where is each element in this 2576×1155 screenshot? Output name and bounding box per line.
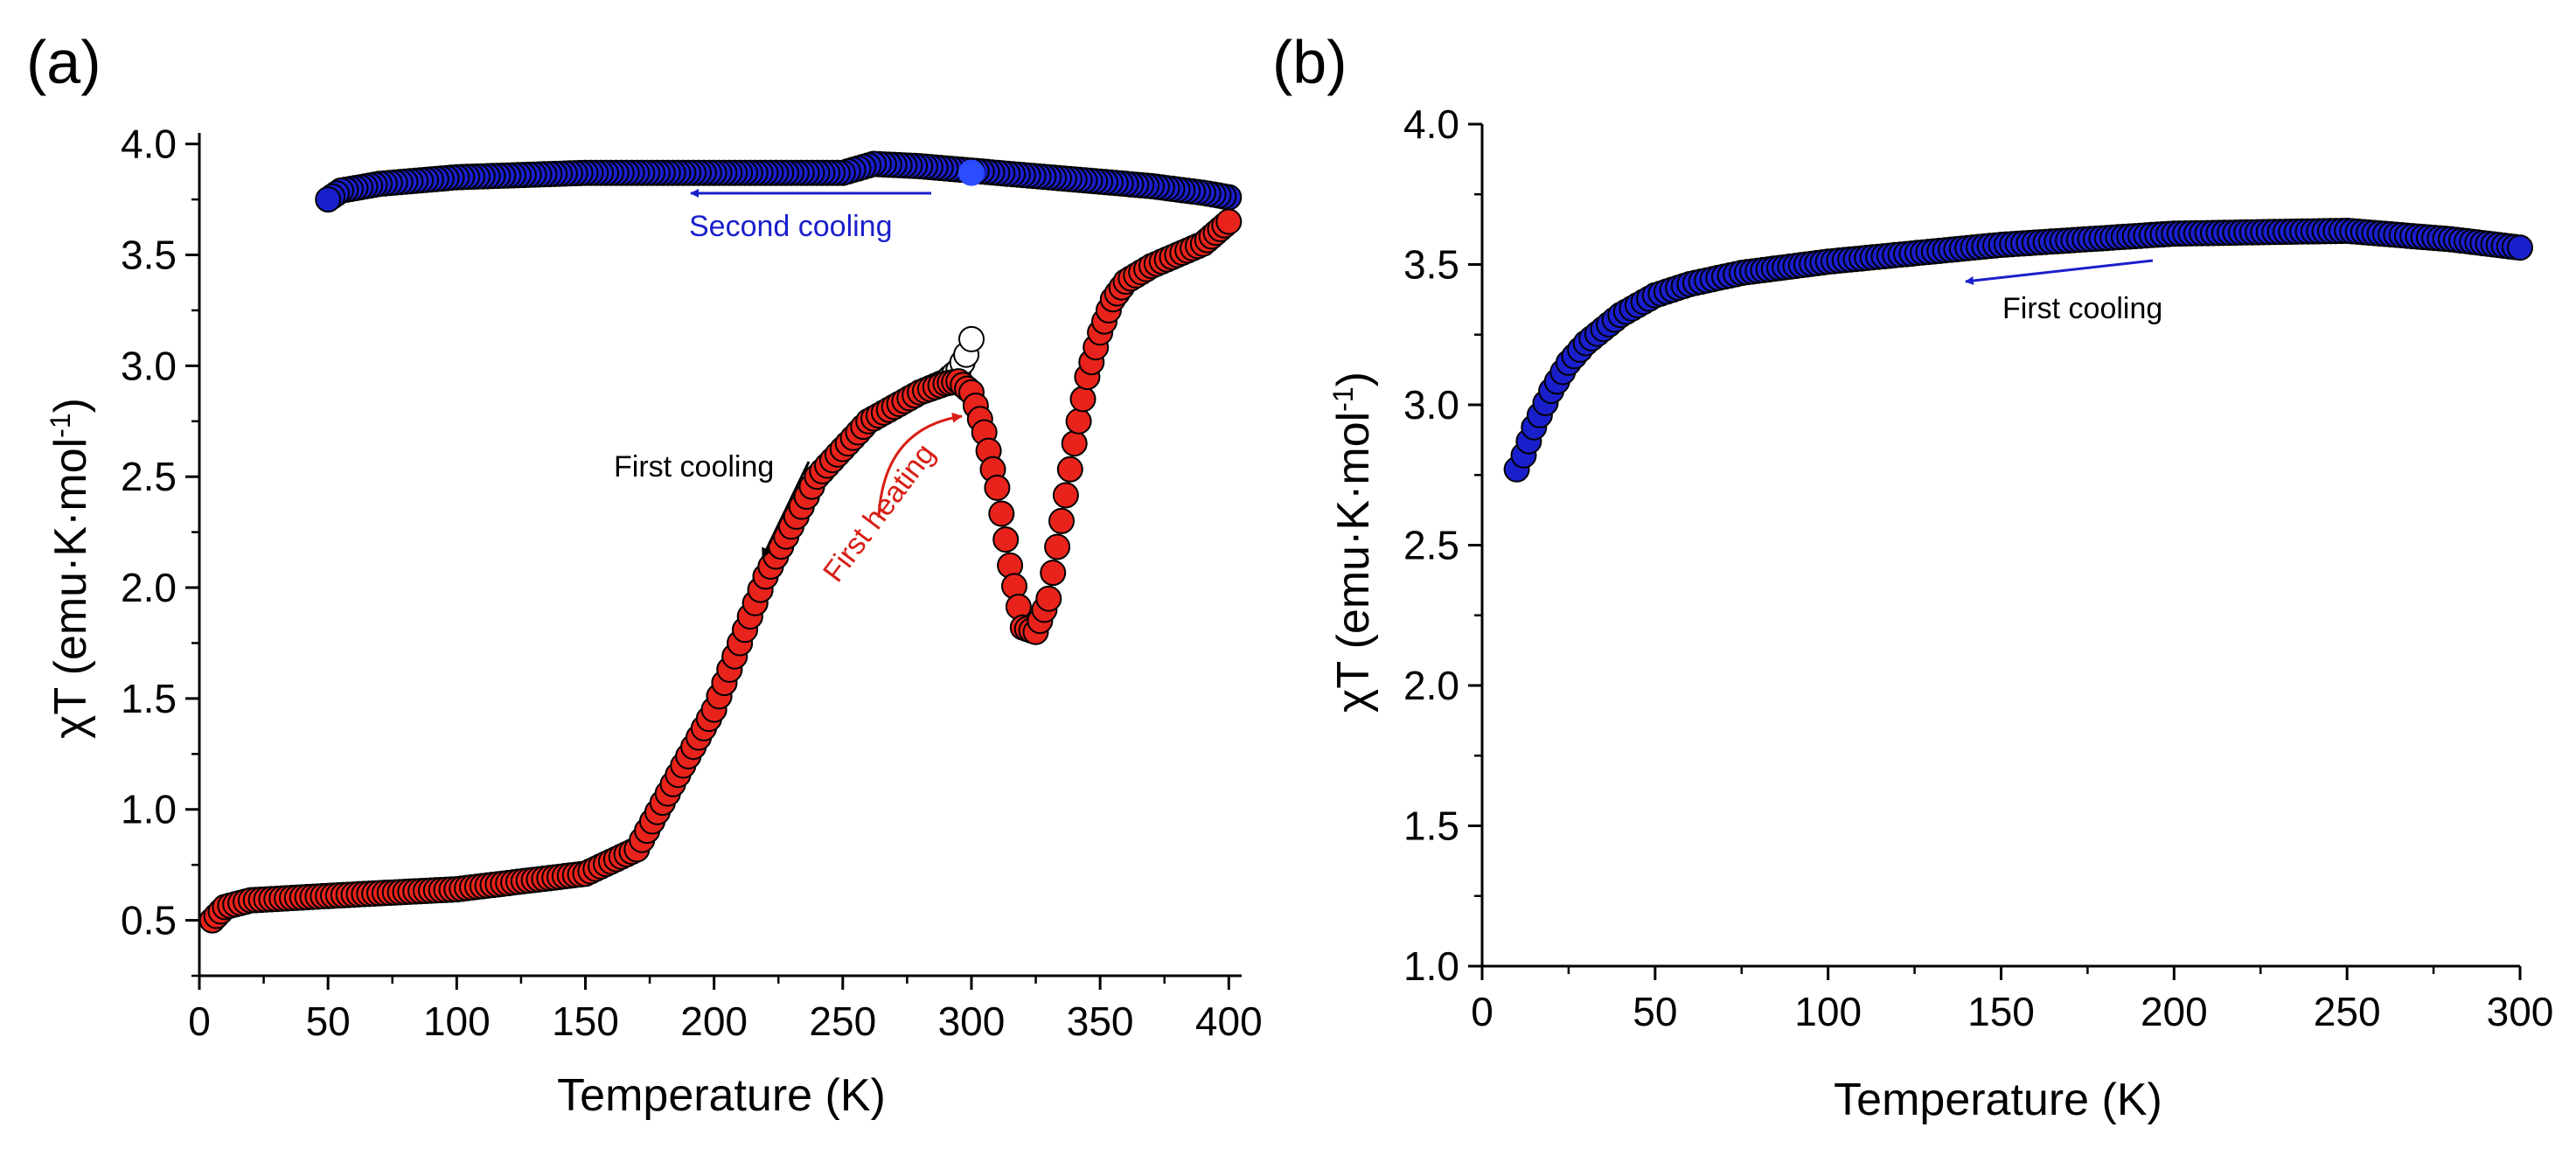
x-tick-label: 100 [423,998,491,1044]
y-tick-label: 2.0 [121,565,177,610]
data-point [958,325,985,352]
annotation-first-cooling: First cooling [614,450,811,559]
data-point [1065,407,1092,435]
x-tick-label: 150 [1967,989,2035,1034]
data-point [1048,507,1075,534]
y-tick-label: 3.0 [121,343,177,388]
panel-b: (b) 0 50 100 150 200 250 300 1.0 1.5 2.0 2.5 3.0 3.5… [1272,28,2553,1125]
x-tick-label: 350 [1067,998,1134,1044]
second-cooling-label: Second cooling [689,210,893,243]
x-tick-label: 300 [938,998,1006,1044]
first-heating-arrow [877,412,963,518]
first-cooling-b-arrow [1965,259,2154,285]
highlight-point [957,159,985,186]
x-tick-label: 50 [1633,989,1677,1034]
data-point [1035,585,1062,612]
annotation-second-cooling: Second cooling [689,189,931,243]
y-tick-label: 3.5 [121,233,177,278]
data-point [1044,533,1071,560]
data-point [1056,456,1083,483]
data-point [1215,208,1243,235]
series-first_cooling_b [1503,218,2533,483]
y-tick-label: 4.0 [121,122,177,167]
x-tick-label: 100 [1794,989,1862,1034]
data-point [992,526,1020,553]
panel-a: (a) 0 50 100 150 200 250 300 350 400 0.5 1.0 1.5 2.0… [26,28,1263,1121]
panel-a-label: (a) [26,28,101,96]
y-tick-label: 2.5 [121,454,177,499]
y-tick-label: 3.5 [1403,242,1459,288]
panel-b-y-axis-title: χT (emu·K·mol-1) [1327,372,1379,713]
y-tick-label: 3.0 [1403,382,1459,428]
panel-b-label: (b) [1272,28,1347,96]
x-tick-label: 0 [188,998,211,1044]
data-point [984,474,1011,501]
first-cooling-b-label: First cooling [2002,292,2162,325]
y-tick-label: 2.0 [1403,663,1459,708]
first-cooling-arrow [761,461,811,559]
data-point [315,186,342,213]
data-point [1052,482,1079,509]
panel-a-plot-area: 0 50 100 150 200 250 300 350 400 0.5 1.0 1.5 2.0 2.5 3… [121,122,1263,1044]
x-tick-label: 250 [809,998,876,1044]
y-tick-label: 1.0 [1403,943,1459,989]
data-point [1061,430,1088,457]
panel-a-y-axis-title: χT (emu·K·mol-1) [45,398,96,739]
y-tick-label: 1.5 [1403,804,1459,849]
series-second_cooling [315,150,1243,213]
x-tick-label: 250 [2314,989,2381,1034]
data-point [1040,560,1067,587]
x-tick-label: 400 [1195,998,1263,1044]
annotation-first-cooling-b: First cooling [1965,259,2162,325]
y-tick-label: 2.5 [1403,523,1459,568]
first-cooling-label: First cooling [614,450,774,484]
x-tick-label: 200 [680,998,748,1044]
x-tick-label: 50 [306,998,351,1044]
x-tick-label: 0 [1471,989,1493,1034]
panel-b-plot-area: 0 50 100 150 200 250 300 1.0 1.5 2.0 2.5 3.0 3.5 4.0 [1403,101,2553,1034]
series-first_heating [198,208,1243,934]
data-point [2507,234,2533,261]
data-point [1069,386,1097,413]
y-tick-label: 4.0 [1403,101,1459,147]
x-tick-label: 200 [2141,989,2208,1034]
y-tick-label: 0.5 [121,898,177,943]
panel-a-x-axis-title: Temperature (K) [557,1070,886,1121]
y-tick-label: 1.5 [121,676,177,721]
panel-b-x-axis-title: Temperature (K) [1834,1075,2162,1125]
data-point [988,500,1015,527]
y-tick-label: 1.0 [121,787,177,832]
x-tick-label: 300 [2487,989,2554,1034]
x-tick-label: 150 [552,998,619,1044]
